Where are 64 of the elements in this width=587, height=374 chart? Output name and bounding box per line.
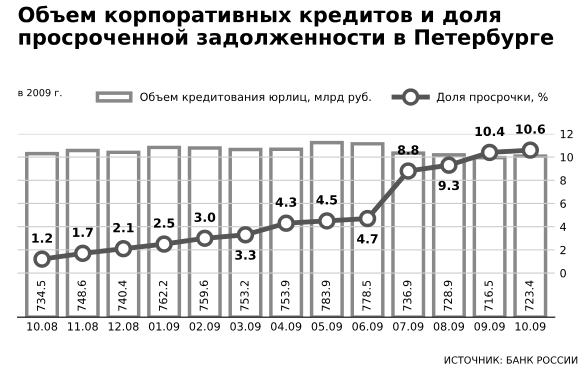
data-label: 2.1: [113, 222, 134, 232]
data-label: 4.3: [276, 197, 296, 207]
data-label: 4.5: [316, 195, 338, 205]
data-label: 9.3: [438, 180, 459, 190]
data-label: 753.2: [240, 280, 249, 311]
point: [480, 144, 498, 162]
y2-tick-label: 10: [560, 153, 573, 162]
x-tick-label: 08.09: [434, 322, 464, 331]
legend-label: Доля просрочки, %: [436, 92, 548, 104]
x-tick-label: 10.08: [27, 322, 58, 331]
x-tick-label: 12.08: [108, 322, 139, 331]
point: [522, 141, 539, 159]
data-label: 2.5: [154, 218, 174, 228]
data-label: 740.4: [118, 280, 127, 311]
y2-tick-label: 12: [560, 130, 573, 138]
data-label: 723.4: [525, 280, 534, 311]
y2-tick-label: 4: [560, 222, 566, 231]
point: [236, 226, 254, 244]
data-label: 8.8: [398, 145, 419, 155]
x-tick-label: 09.09: [474, 322, 505, 331]
data-label: 728.9: [444, 280, 452, 311]
data-label: 783.9: [322, 280, 330, 311]
legend-label: Объем кредитования юрлиц, млрд руб.: [140, 92, 371, 104]
y2-tick-label: 8: [560, 176, 566, 185]
x-tick-label: 03.09: [230, 322, 261, 331]
data-label: 778.5: [362, 280, 371, 311]
point: [155, 235, 173, 253]
data-label: 1.2: [32, 233, 52, 243]
data-label: 10.6: [516, 124, 546, 134]
point: [440, 156, 458, 174]
data-label: 734.5: [36, 280, 46, 311]
point: [277, 214, 295, 232]
point: [358, 210, 376, 228]
y2-tick-label: 0: [560, 269, 566, 278]
text: ИСТОЧНИК: БАНК РОССИИ: [444, 356, 578, 364]
data-label: 759.6: [200, 280, 208, 311]
data-label: 748.6: [78, 280, 86, 311]
data-label: 716.5: [484, 280, 493, 311]
x-tick-label: 06.09: [352, 322, 383, 331]
point: [114, 240, 132, 258]
x-tick-label: 04.09: [270, 322, 302, 331]
x-tick-label: 05.09: [312, 322, 342, 331]
x-tick-label: 10.09: [516, 322, 546, 331]
data-label: 753.9: [280, 280, 290, 311]
y2-tick-label: 2: [560, 246, 566, 254]
data-label: 3.0: [194, 212, 216, 222]
point: [74, 244, 92, 262]
data-label: 736.9: [403, 280, 412, 311]
point: [196, 230, 214, 247]
data-label: 10.4: [476, 126, 504, 136]
x-tick-label: 01.09: [148, 322, 180, 331]
data-label: 3.3: [235, 250, 256, 260]
x-tick-label: 11.08: [68, 322, 98, 331]
data-label: 762.2: [158, 280, 168, 311]
data-label: 1.7: [73, 228, 93, 237]
y2-tick-label: 6: [560, 199, 566, 208]
data-label: 4.7: [357, 234, 378, 244]
point: [318, 212, 336, 230]
point: [33, 250, 51, 268]
chart-title: Объем корпоративных кредитов и доля просроченной задолженности в Петербурге: [18, 6, 554, 50]
x-tick-label: 02.09: [190, 322, 220, 331]
text: в 2009 г.: [18, 88, 62, 96]
point: [400, 162, 417, 180]
x-tick-label: 07.09: [393, 322, 424, 331]
